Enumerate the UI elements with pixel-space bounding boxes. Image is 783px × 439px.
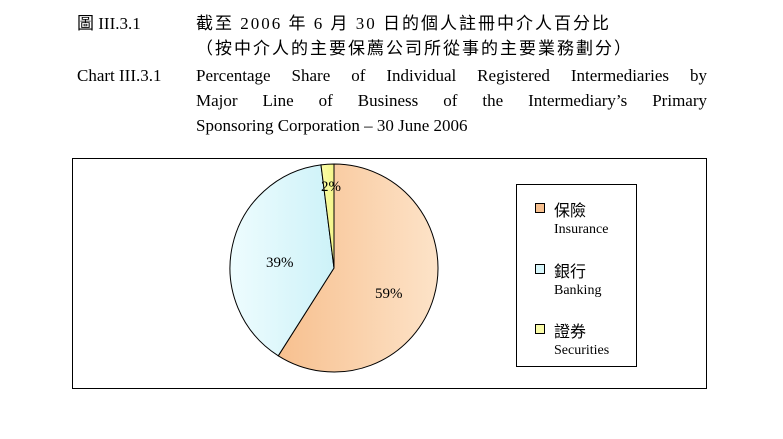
- legend-label-cn: 保險: [554, 203, 587, 220]
- pie-chart: [229, 163, 439, 373]
- chart-label-en: Chart III.3.1: [77, 66, 162, 85]
- pie-slice-insurance: [277, 163, 439, 373]
- title-en-line3: Sponsoring Corporation – 30 June 2006: [196, 116, 468, 135]
- legend-swatch-securities: [535, 324, 545, 334]
- pie-slice-securities: [320, 163, 335, 269]
- slice-label-banking: 39%: [266, 255, 294, 271]
- chart-label-cn: 圖 III.3.1: [77, 14, 141, 33]
- title-cn-line1: 截至 2006 年 6 月 30 日的個人註冊中介人百分比: [196, 14, 611, 33]
- legend-label-en: Banking: [554, 283, 602, 298]
- legend-label-cn: 證券: [554, 324, 587, 341]
- legend-swatch-insurance: [535, 203, 545, 213]
- slice-label-securities: 2%: [321, 179, 341, 195]
- legend: 保險 Insurance 銀行 Banking 證券 Securities: [516, 184, 637, 367]
- legend-label-cn: 銀行: [554, 264, 587, 281]
- title-en-line1: Percentage Share of Individual Registere…: [196, 66, 707, 85]
- title-cn-line2: （按中介人的主要保薦公司所從事的主要業務劃分）: [196, 39, 633, 58]
- legend-swatch-banking: [535, 264, 545, 274]
- slice-label-insurance: 59%: [375, 286, 403, 302]
- chart-frame: 39% 59% 2% 保險 Insurance 銀行 Banking 證券 Se…: [72, 158, 707, 389]
- title-en-line2: Major Line of Business of the Intermedia…: [196, 91, 707, 110]
- legend-label-en: Securities: [554, 343, 610, 358]
- pie-slice-banking: [229, 164, 335, 357]
- legend-label-en: Insurance: [554, 222, 609, 237]
